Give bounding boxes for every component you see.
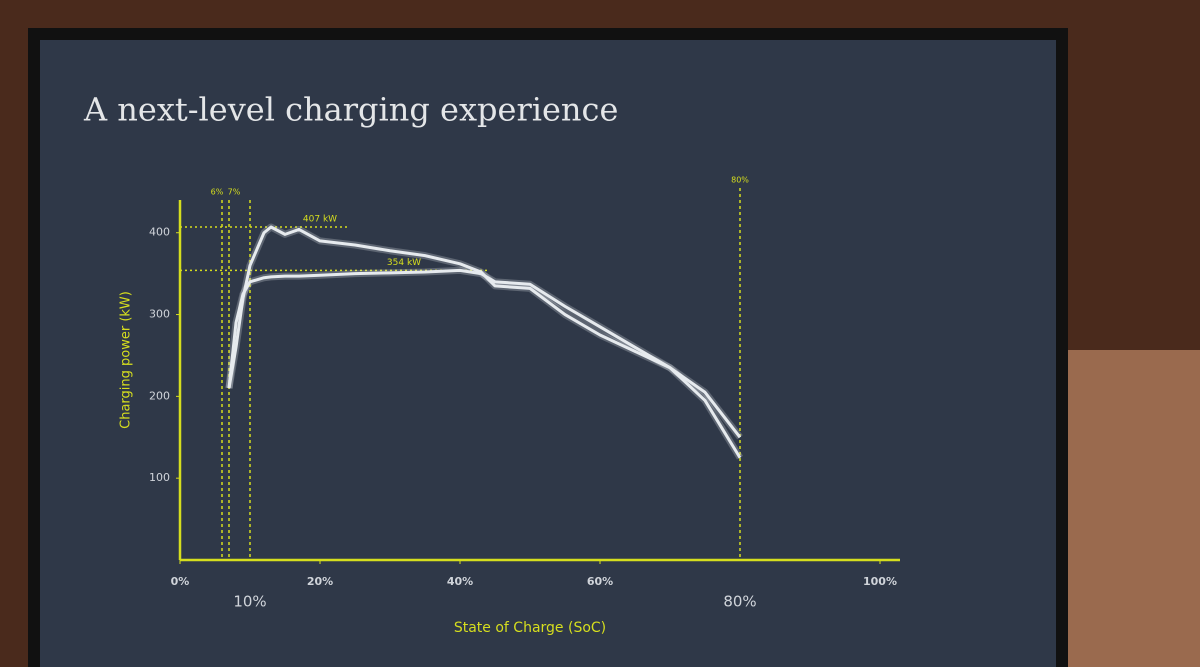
- slide: [40, 40, 1056, 667]
- slide-title: A next-level charging experience: [83, 91, 618, 129]
- y-tick-label: 400: [149, 226, 170, 239]
- reference-label: 80%: [731, 176, 749, 185]
- y-axis-title: Charging power (kW): [119, 291, 134, 429]
- series-line: [227, 225, 742, 439]
- reference-label: 354 kW: [387, 258, 421, 268]
- y-tick-label: 300: [149, 308, 170, 321]
- x-tick-label: 60%: [587, 575, 613, 588]
- x-tick-label: 40%: [447, 575, 473, 588]
- reference-label: 10%: [233, 593, 266, 611]
- reference-label: 7%: [228, 188, 241, 197]
- y-tick-label: 200: [149, 389, 170, 402]
- reference-label: 80%: [723, 593, 756, 611]
- x-axis-title: State of Charge (SoC): [454, 620, 606, 636]
- reference-label: 6%: [211, 188, 224, 197]
- brick-wall: [1065, 350, 1200, 667]
- reference-label: 407 kW: [303, 215, 337, 225]
- series-line: [227, 268, 742, 459]
- x-tick-label: 20%: [307, 575, 333, 588]
- y-tick-label: 100: [149, 471, 170, 484]
- x-tick-label: 0%: [171, 575, 190, 588]
- x-tick-label: 100%: [863, 575, 897, 588]
